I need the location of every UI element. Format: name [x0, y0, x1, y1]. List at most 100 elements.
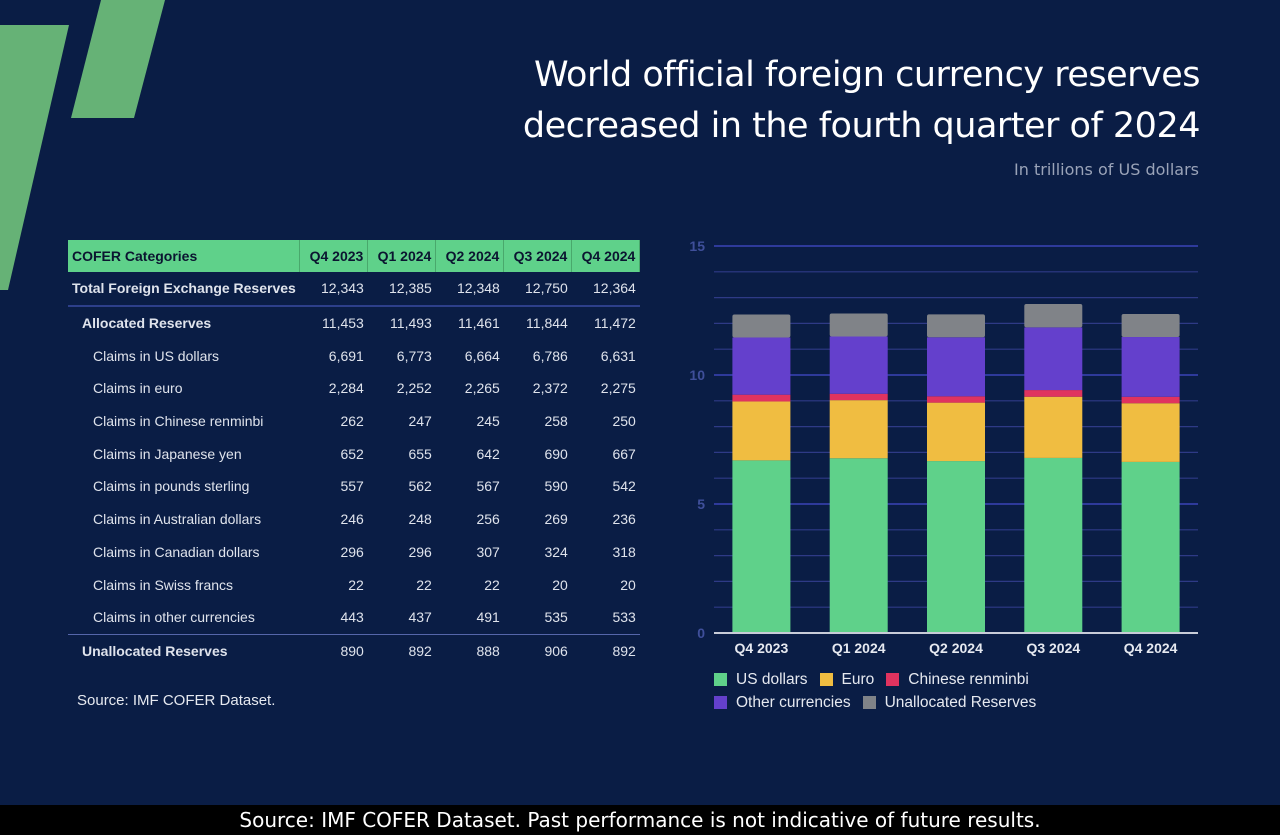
- chart-legend: US dollars Euro Chinese renminbi Other curr…: [714, 668, 1114, 714]
- bar-segment-us-dollars: [1121, 461, 1180, 633]
- cell-value: 690: [544, 445, 568, 462]
- cell-value: 533: [612, 609, 636, 626]
- cell-value: 250: [612, 413, 636, 430]
- x-tick-label: Q3 2024: [1026, 640, 1080, 656]
- bar-segment-us-dollars: [829, 458, 888, 633]
- legend-swatch: [862, 696, 876, 709]
- x-tick-label: Q4 2024: [1124, 640, 1178, 656]
- cell-value: 2,265: [464, 380, 500, 397]
- bar-segment-unallocated-reserves: [732, 314, 791, 338]
- cell-value: 590: [544, 478, 568, 495]
- cell-value: 12,348: [457, 280, 500, 297]
- bar-segment-other-currencies: [1024, 327, 1083, 391]
- legend-item: US dollars: [714, 668, 808, 691]
- row-label: Claims in other currencies: [93, 609, 255, 626]
- y-tick-label: 10: [689, 367, 705, 383]
- cell-value: 11,493: [390, 315, 432, 332]
- cell-value: 437: [408, 609, 432, 626]
- subtitle: In trillions of US dollars: [1014, 160, 1199, 179]
- cell-value: 12,385: [389, 280, 432, 297]
- legend-item: Unallocated Reserves: [862, 691, 1037, 714]
- stacked-bar-chart: 0 5 10 15 Q4 2023 Q1 2024 Q2 2024 Q3 2024 Q4 202…: [689, 238, 1198, 656]
- cell-value: 245: [476, 413, 500, 430]
- cell-value: 246: [340, 511, 364, 528]
- legend-swatch: [819, 673, 833, 686]
- bar-segment-other-currencies: [732, 337, 791, 395]
- row-label: Claims in Swiss francs: [93, 576, 234, 593]
- cell-value: 236: [612, 511, 636, 528]
- cell-value: 318: [612, 543, 636, 560]
- cell-value: 307: [476, 543, 500, 560]
- table-row: Unallocated Reserves 890 892 888 906 892: [68, 634, 640, 667]
- cell-value: 296: [340, 543, 364, 560]
- cell-value: 443: [340, 609, 364, 626]
- decorative-slash-logo: [0, 0, 165, 290]
- cell-value: 890: [340, 642, 364, 659]
- bar-segment-us-dollars: [1024, 457, 1083, 633]
- column-header: Q4 2024: [571, 240, 641, 272]
- cell-value: 562: [408, 478, 432, 495]
- cell-value: 892: [408, 642, 432, 659]
- column-header: Q1 2024: [367, 240, 437, 272]
- legend-swatch: [714, 673, 727, 686]
- source-note: Source: IMF COFER Dataset.: [77, 692, 276, 709]
- row-label: Claims in pounds sterling: [93, 478, 250, 495]
- legend-label: Euro: [841, 670, 875, 688]
- cell-value: 269: [544, 511, 568, 528]
- bar-segment-other-currencies: [1121, 337, 1180, 397]
- table-row: Claims in Chinese renminbi 262 247 245 258 25…: [68, 405, 640, 438]
- bar-segment-unallocated-reserves: [1024, 304, 1083, 328]
- cell-value: 262: [340, 413, 364, 430]
- legend-label: Unallocated Reserves: [884, 693, 1037, 711]
- cell-value: 324: [544, 543, 568, 560]
- cell-value: 535: [544, 609, 568, 626]
- cell-value: 2,372: [532, 380, 568, 397]
- bar-segment-chinese-renminbi: [1121, 396, 1180, 404]
- cell-value: 247: [408, 413, 432, 430]
- cell-value: 6,664: [464, 347, 500, 364]
- row-label: Claims in Japanese yen: [93, 445, 242, 462]
- bar-segment-euro: [732, 401, 791, 461]
- row-label: Claims in US dollars: [93, 347, 220, 364]
- column-header: Q3 2024: [503, 240, 573, 272]
- bar-segment-euro: [829, 400, 888, 459]
- legend-item: Other currencies: [714, 691, 851, 714]
- cell-value: 256: [476, 511, 500, 528]
- table-row: Claims in Australian dollars 246 248 256 269…: [68, 503, 640, 536]
- legend-label: Chinese renminbi: [908, 670, 1029, 688]
- bar-segment-unallocated-reserves: [1121, 314, 1180, 338]
- bar-segment-chinese-renminbi: [829, 393, 888, 401]
- table-row: Claims in Japanese yen 652 655 642 690 667: [68, 437, 640, 470]
- cell-value: 491: [476, 609, 500, 626]
- row-label: Allocated Reserves: [82, 315, 212, 332]
- x-tick-label: Q4 2023: [735, 640, 789, 656]
- cell-value: 2,252: [396, 380, 432, 397]
- cell-value: 888: [476, 642, 500, 659]
- bar-segment-other-currencies: [927, 337, 985, 397]
- table-row: Total Foreign Exchange Reserves 12,343 12,…: [68, 272, 640, 306]
- cell-value: 12,343: [321, 280, 364, 297]
- cell-value: 11,844: [526, 315, 568, 332]
- cell-value: 6,773: [396, 347, 432, 364]
- cell-value: 557: [340, 478, 364, 495]
- cell-value: 12,364: [593, 280, 636, 297]
- column-header: COFER Categories: [68, 240, 301, 272]
- table-row: Claims in pounds sterling 557 562 567 590 542: [68, 470, 640, 503]
- bar-segment-chinese-renminbi: [1024, 390, 1083, 397]
- cell-value: 6,691: [328, 347, 364, 364]
- cell-value: 20: [620, 576, 636, 593]
- y-tick-label: 0: [697, 625, 705, 641]
- column-header: Q4 2023: [299, 240, 369, 272]
- bar-segment-euro: [1121, 403, 1180, 462]
- legend-item: Chinese renminbi: [886, 668, 1029, 691]
- table-row: Claims in Canadian dollars 296 296 307 324 31…: [68, 536, 640, 569]
- bar-segment-unallocated-reserves: [927, 314, 985, 338]
- cell-value: 6,786: [532, 347, 568, 364]
- table-row: Claims in euro 2,284 2,252 2,265 2,372 2,275: [68, 372, 640, 405]
- x-tick-label: Q2 2024: [929, 640, 983, 656]
- legend-label: US dollars: [736, 670, 808, 688]
- row-label: Unallocated Reserves: [82, 642, 228, 659]
- cell-value: 258: [544, 413, 568, 430]
- cofer-table: COFER Categories Q4 2023 Q1 2024 Q2 2024 Q3 …: [68, 240, 641, 667]
- footer-disclaimer: Source: IMF COFER Dataset. Past performa…: [0, 805, 1280, 835]
